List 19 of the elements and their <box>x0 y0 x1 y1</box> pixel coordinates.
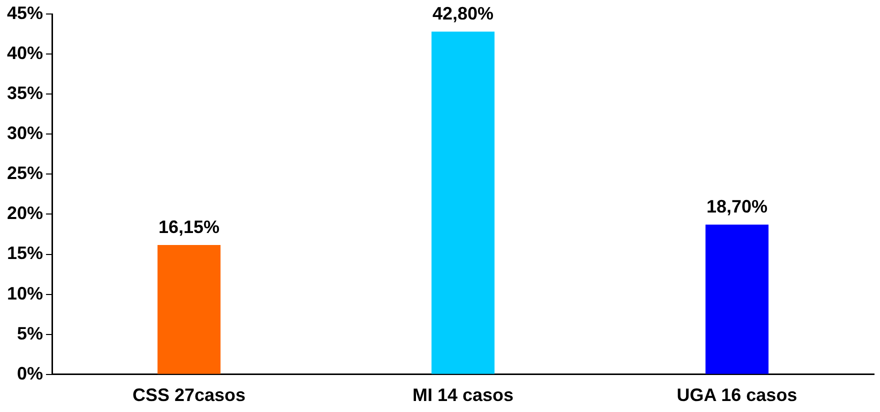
y-tick-label: 40% <box>6 43 44 64</box>
data-label: 42,80% <box>432 4 494 24</box>
y-tick-label: 10% <box>6 283 44 304</box>
y-tick-label: 15% <box>6 243 44 264</box>
y-tick-label: 45% <box>6 2 44 23</box>
x-tick-label: CSS 27casos <box>132 385 246 406</box>
data-label: 16,15% <box>158 217 220 238</box>
y-tick-label: 5% <box>17 323 44 344</box>
data-label: 18,70% <box>706 196 768 217</box>
bar <box>158 245 221 374</box>
y-tick-label: 25% <box>6 163 44 184</box>
bar <box>432 32 495 374</box>
x-tick-label: UGA 16 casos <box>676 385 798 406</box>
bar <box>705 224 769 374</box>
y-tick-label: 30% <box>6 123 44 144</box>
y-tick-label: 20% <box>6 203 44 224</box>
x-tick-label: MI 14 casos <box>412 385 514 406</box>
y-tick-label: 35% <box>6 83 44 104</box>
y-tick-label: 0% <box>17 363 44 384</box>
